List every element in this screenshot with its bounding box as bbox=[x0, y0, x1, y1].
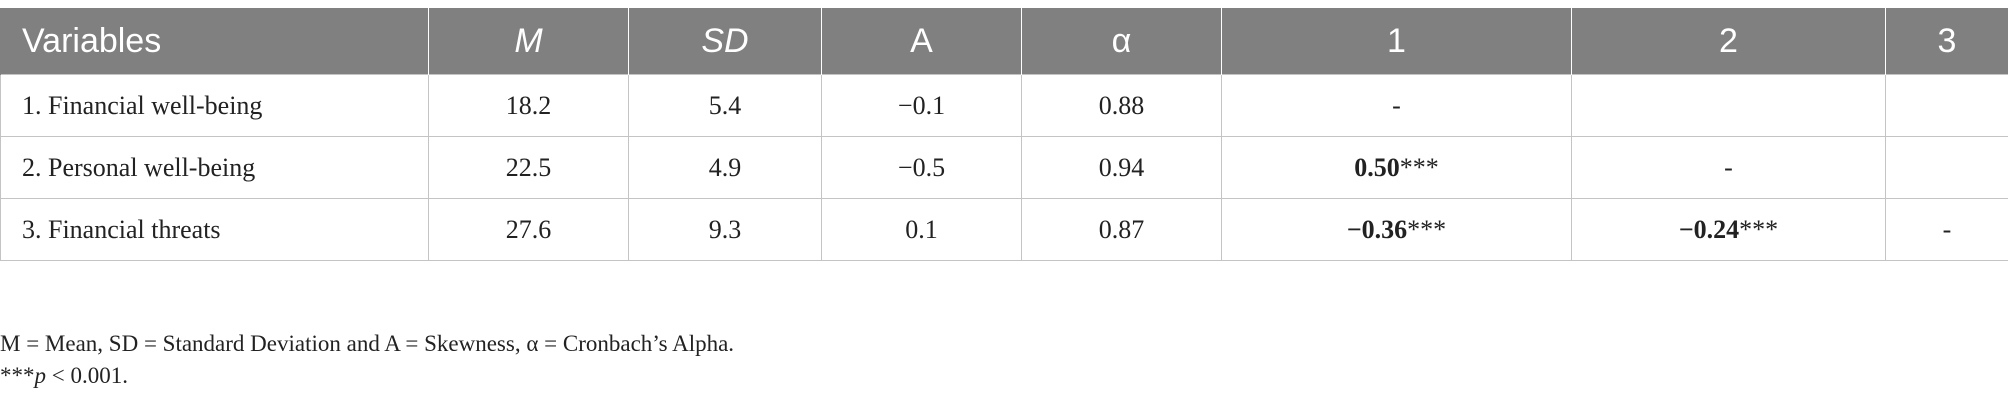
corr-cell-2: - bbox=[1571, 136, 1886, 199]
sd-cell: 4.9 bbox=[628, 136, 822, 199]
correlation-table-container: Variables M SD A α 1 2 3 1. Financial we… bbox=[0, 8, 2008, 261]
variable-name: 3. Financial threats bbox=[0, 198, 429, 261]
header-sd: SD bbox=[628, 8, 822, 75]
corr-cell-3: - bbox=[1885, 198, 2008, 261]
corr-value: - bbox=[1942, 214, 1952, 244]
skewness-cell: 0.1 bbox=[821, 198, 1022, 261]
header-mean: M bbox=[428, 8, 629, 75]
table-row: 1. Financial well-being 18.2 5.4 −0.1 0.… bbox=[0, 74, 2008, 137]
significance-stars: *** bbox=[1739, 214, 1779, 244]
corr-cell-3 bbox=[1885, 136, 2008, 199]
corr-value: - bbox=[1724, 152, 1733, 182]
header-alpha: α bbox=[1021, 8, 1222, 75]
alpha-cell: 0.94 bbox=[1021, 136, 1222, 199]
p-threshold: < 0.001. bbox=[46, 363, 128, 388]
corr-cell-1: 0.50*** bbox=[1221, 136, 1572, 199]
significance-stars: *** bbox=[1407, 214, 1447, 244]
header-col-3: 3 bbox=[1885, 8, 2008, 75]
significance-note: ***p < 0.001. bbox=[0, 360, 734, 392]
header-skewness: A bbox=[821, 8, 1022, 75]
corr-cell-1: - bbox=[1221, 74, 1572, 137]
corr-value: 0.50 bbox=[1354, 152, 1400, 182]
header-variables: Variables bbox=[0, 8, 429, 75]
sd-cell: 5.4 bbox=[628, 74, 822, 137]
variable-name: 1. Financial well-being bbox=[0, 74, 429, 137]
mean-cell: 22.5 bbox=[428, 136, 629, 199]
p-symbol: p bbox=[34, 363, 47, 388]
corr-value: −0.24 bbox=[1678, 214, 1740, 244]
header-col-2: 2 bbox=[1571, 8, 1886, 75]
table-header: Variables M SD A α 1 2 3 bbox=[0, 8, 2008, 75]
significance-stars: *** bbox=[0, 363, 35, 388]
sd-cell: 9.3 bbox=[628, 198, 822, 261]
corr-cell-1: −0.36*** bbox=[1221, 198, 1572, 261]
corr-cell-3 bbox=[1885, 74, 2008, 137]
table-row: 3. Financial threats 27.6 9.3 0.1 0.87 −… bbox=[0, 198, 2008, 261]
corr-cell-2: −0.24*** bbox=[1571, 198, 1886, 261]
corr-value: −0.36 bbox=[1346, 214, 1408, 244]
table-notes: M = Mean, SD = Standard Deviation and A … bbox=[0, 328, 734, 392]
table-row: 2. Personal well-being 22.5 4.9 −0.5 0.9… bbox=[0, 136, 2008, 199]
header-col-1: 1 bbox=[1221, 8, 1572, 75]
table-body: 1. Financial well-being 18.2 5.4 −0.1 0.… bbox=[0, 74, 2008, 261]
significance-stars: *** bbox=[1399, 152, 1439, 182]
mean-cell: 18.2 bbox=[428, 74, 629, 137]
skewness-cell: −0.5 bbox=[821, 136, 1022, 199]
descriptive-statistics-table: Variables M SD A α 1 2 3 1. Financial we… bbox=[0, 8, 2008, 261]
variable-name: 2. Personal well-being bbox=[0, 136, 429, 199]
corr-cell-2 bbox=[1571, 74, 1886, 137]
corr-value: - bbox=[1392, 90, 1401, 120]
mean-cell: 27.6 bbox=[428, 198, 629, 261]
skewness-cell: −0.1 bbox=[821, 74, 1022, 137]
abbreviation-note: M = Mean, SD = Standard Deviation and A … bbox=[0, 331, 735, 356]
header-row: Variables M SD A α 1 2 3 bbox=[0, 8, 2008, 75]
alpha-cell: 0.87 bbox=[1021, 198, 1222, 261]
alpha-cell: 0.88 bbox=[1021, 74, 1222, 137]
